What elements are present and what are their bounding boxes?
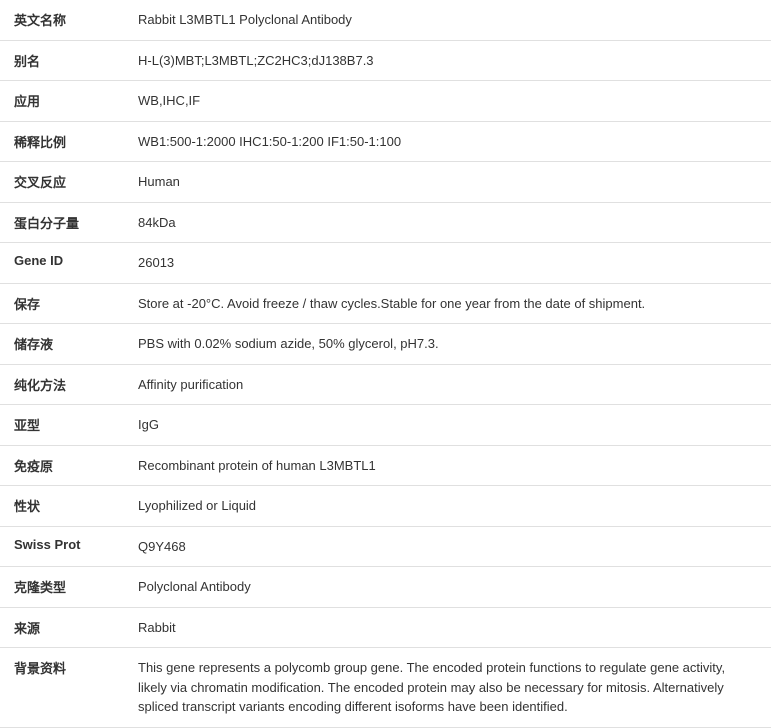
table-row: 应用WB,IHC,IF bbox=[0, 81, 771, 122]
spec-label: 蛋白分子量 bbox=[0, 202, 130, 243]
spec-label: Gene ID bbox=[0, 243, 130, 284]
spec-label: Swiss Prot bbox=[0, 526, 130, 567]
table-row: Swiss ProtQ9Y468 bbox=[0, 526, 771, 567]
specification-table: 英文名称Rabbit L3MBTL1 Polyclonal Antibody别名… bbox=[0, 0, 771, 728]
table-row: 背景资料This gene represents a polycomb grou… bbox=[0, 648, 771, 728]
table-row: 别名H-L(3)MBT;L3MBTL;ZC2HC3;dJ138B7.3 bbox=[0, 40, 771, 81]
table-row: 来源Rabbit bbox=[0, 607, 771, 648]
spec-label: 亚型 bbox=[0, 405, 130, 446]
table-row: 纯化方法Affinity purification bbox=[0, 364, 771, 405]
spec-value: Polyclonal Antibody bbox=[130, 567, 771, 608]
spec-label: 来源 bbox=[0, 607, 130, 648]
spec-value: 84kDa bbox=[130, 202, 771, 243]
spec-value: Recombinant protein of human L3MBTL1 bbox=[130, 445, 771, 486]
spec-value: PBS with 0.02% sodium azide, 50% glycero… bbox=[130, 324, 771, 365]
table-row: 英文名称Rabbit L3MBTL1 Polyclonal Antibody bbox=[0, 0, 771, 40]
spec-label: 稀释比例 bbox=[0, 121, 130, 162]
spec-value: Q9Y468 bbox=[130, 526, 771, 567]
spec-label: 储存液 bbox=[0, 324, 130, 365]
table-row: Gene ID26013 bbox=[0, 243, 771, 284]
spec-value: Affinity purification bbox=[130, 364, 771, 405]
spec-value: WB1:500-1:2000 IHC1:50-1:200 IF1:50-1:10… bbox=[130, 121, 771, 162]
table-row: 蛋白分子量84kDa bbox=[0, 202, 771, 243]
spec-label: 保存 bbox=[0, 283, 130, 324]
table-row: 保存Store at -20°C. Avoid freeze / thaw cy… bbox=[0, 283, 771, 324]
spec-label: 背景资料 bbox=[0, 648, 130, 728]
spec-label: 免疫原 bbox=[0, 445, 130, 486]
table-row: 免疫原Recombinant protein of human L3MBTL1 bbox=[0, 445, 771, 486]
spec-label: 性状 bbox=[0, 486, 130, 527]
spec-value: This gene represents a polycomb group ge… bbox=[130, 648, 771, 728]
spec-label: 交叉反应 bbox=[0, 162, 130, 203]
spec-value: Human bbox=[130, 162, 771, 203]
spec-tbody: 英文名称Rabbit L3MBTL1 Polyclonal Antibody别名… bbox=[0, 0, 771, 727]
spec-label: 克隆类型 bbox=[0, 567, 130, 608]
spec-label: 别名 bbox=[0, 40, 130, 81]
table-row: 交叉反应Human bbox=[0, 162, 771, 203]
table-row: 性状Lyophilized or Liquid bbox=[0, 486, 771, 527]
spec-value: WB,IHC,IF bbox=[130, 81, 771, 122]
table-row: 储存液PBS with 0.02% sodium azide, 50% glyc… bbox=[0, 324, 771, 365]
spec-value: Rabbit bbox=[130, 607, 771, 648]
table-row: 克隆类型Polyclonal Antibody bbox=[0, 567, 771, 608]
spec-value: 26013 bbox=[130, 243, 771, 284]
spec-value: IgG bbox=[130, 405, 771, 446]
table-row: 稀释比例WB1:500-1:2000 IHC1:50-1:200 IF1:50-… bbox=[0, 121, 771, 162]
spec-label: 纯化方法 bbox=[0, 364, 130, 405]
spec-value: H-L(3)MBT;L3MBTL;ZC2HC3;dJ138B7.3 bbox=[130, 40, 771, 81]
spec-value: Store at -20°C. Avoid freeze / thaw cycl… bbox=[130, 283, 771, 324]
spec-label: 英文名称 bbox=[0, 0, 130, 40]
spec-value: Rabbit L3MBTL1 Polyclonal Antibody bbox=[130, 0, 771, 40]
spec-value: Lyophilized or Liquid bbox=[130, 486, 771, 527]
table-row: 亚型IgG bbox=[0, 405, 771, 446]
spec-label: 应用 bbox=[0, 81, 130, 122]
